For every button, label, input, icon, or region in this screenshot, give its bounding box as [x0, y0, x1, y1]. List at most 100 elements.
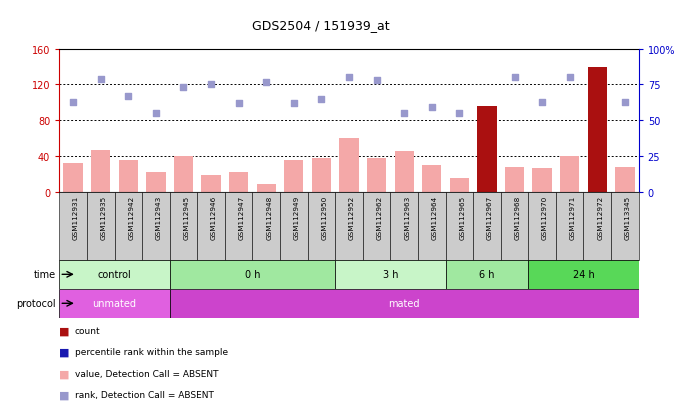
- Bar: [473, 192, 500, 260]
- Text: GSM112964: GSM112964: [432, 195, 438, 240]
- Bar: [170, 192, 198, 260]
- Bar: [170, 289, 639, 318]
- Point: [95, 76, 106, 83]
- Bar: [556, 192, 584, 260]
- Bar: [284, 161, 304, 192]
- Bar: [560, 157, 579, 192]
- Text: count: count: [75, 326, 101, 335]
- Bar: [394, 152, 414, 192]
- Text: GSM112968: GSM112968: [514, 195, 521, 240]
- Bar: [367, 159, 386, 192]
- Bar: [390, 192, 418, 260]
- Text: GSM112943: GSM112943: [156, 195, 162, 240]
- Point: [592, 19, 603, 26]
- Bar: [64, 164, 83, 192]
- Bar: [615, 168, 634, 192]
- Point: [123, 93, 134, 100]
- Point: [260, 79, 272, 85]
- Text: GSM112971: GSM112971: [570, 195, 576, 240]
- Point: [68, 99, 79, 106]
- Bar: [588, 67, 607, 192]
- Point: [150, 110, 161, 117]
- Bar: [335, 260, 445, 289]
- Text: ■: ■: [59, 325, 70, 335]
- Bar: [59, 260, 170, 289]
- Text: ■: ■: [59, 390, 70, 400]
- Text: GSM112948: GSM112948: [266, 195, 272, 240]
- Bar: [445, 192, 473, 260]
- Text: GSM112963: GSM112963: [404, 195, 410, 240]
- Text: protocol: protocol: [16, 299, 56, 309]
- Point: [343, 75, 355, 81]
- Bar: [198, 192, 225, 260]
- Bar: [87, 192, 114, 260]
- Bar: [308, 192, 335, 260]
- Bar: [528, 260, 639, 289]
- Point: [205, 82, 216, 88]
- Text: GSM112952: GSM112952: [349, 195, 355, 240]
- Bar: [363, 192, 390, 260]
- Text: GSM112935: GSM112935: [101, 195, 107, 240]
- Point: [454, 110, 465, 117]
- Text: GSM112950: GSM112950: [321, 195, 327, 240]
- Text: GSM113345: GSM113345: [625, 195, 631, 240]
- Text: 0 h: 0 h: [245, 270, 260, 280]
- Bar: [528, 192, 556, 260]
- Bar: [280, 192, 308, 260]
- Bar: [505, 167, 524, 192]
- Text: 24 h: 24 h: [572, 270, 595, 280]
- Text: rank, Detection Call = ABSENT: rank, Detection Call = ABSENT: [75, 390, 214, 399]
- Bar: [170, 260, 335, 289]
- Text: mated: mated: [388, 299, 420, 309]
- Text: control: control: [98, 270, 131, 280]
- Text: GSM112931: GSM112931: [73, 195, 79, 240]
- Text: GSM112947: GSM112947: [239, 195, 245, 240]
- Text: time: time: [34, 270, 56, 280]
- Text: ■: ■: [59, 347, 70, 357]
- Bar: [335, 192, 363, 260]
- Text: value, Detection Call = ABSENT: value, Detection Call = ABSENT: [75, 369, 218, 378]
- Text: GSM112949: GSM112949: [294, 195, 300, 240]
- Text: GDS2504 / 151939_at: GDS2504 / 151939_at: [252, 19, 390, 31]
- Bar: [450, 179, 469, 192]
- Bar: [202, 176, 221, 192]
- Text: 3 h: 3 h: [383, 270, 398, 280]
- Bar: [225, 192, 253, 260]
- Point: [315, 96, 327, 103]
- Point: [537, 99, 548, 106]
- Bar: [59, 192, 87, 260]
- Bar: [91, 150, 110, 192]
- Text: GSM112970: GSM112970: [542, 195, 548, 240]
- Point: [371, 78, 383, 84]
- Bar: [142, 192, 170, 260]
- Bar: [312, 159, 331, 192]
- Text: 6 h: 6 h: [480, 270, 495, 280]
- Text: GSM112942: GSM112942: [128, 195, 134, 240]
- Bar: [119, 161, 138, 192]
- Point: [399, 110, 410, 117]
- Text: percentile rank within the sample: percentile rank within the sample: [75, 347, 228, 356]
- Bar: [147, 173, 165, 192]
- Bar: [500, 192, 528, 260]
- Text: GSM112945: GSM112945: [184, 195, 189, 240]
- Bar: [253, 192, 280, 260]
- Point: [509, 75, 520, 81]
- Bar: [533, 169, 551, 192]
- Point: [178, 85, 189, 91]
- Point: [564, 75, 575, 81]
- Point: [426, 104, 438, 111]
- Point: [288, 100, 299, 107]
- Bar: [257, 185, 276, 192]
- Bar: [174, 157, 193, 192]
- Text: GSM112972: GSM112972: [597, 195, 603, 240]
- Text: ■: ■: [59, 368, 70, 378]
- Text: GSM112962: GSM112962: [377, 195, 383, 240]
- Bar: [418, 192, 445, 260]
- Text: unmated: unmated: [93, 299, 137, 309]
- Bar: [422, 165, 441, 192]
- Point: [619, 99, 630, 106]
- Bar: [114, 192, 142, 260]
- Point: [233, 100, 244, 107]
- Bar: [229, 173, 248, 192]
- Text: GSM112967: GSM112967: [487, 195, 493, 240]
